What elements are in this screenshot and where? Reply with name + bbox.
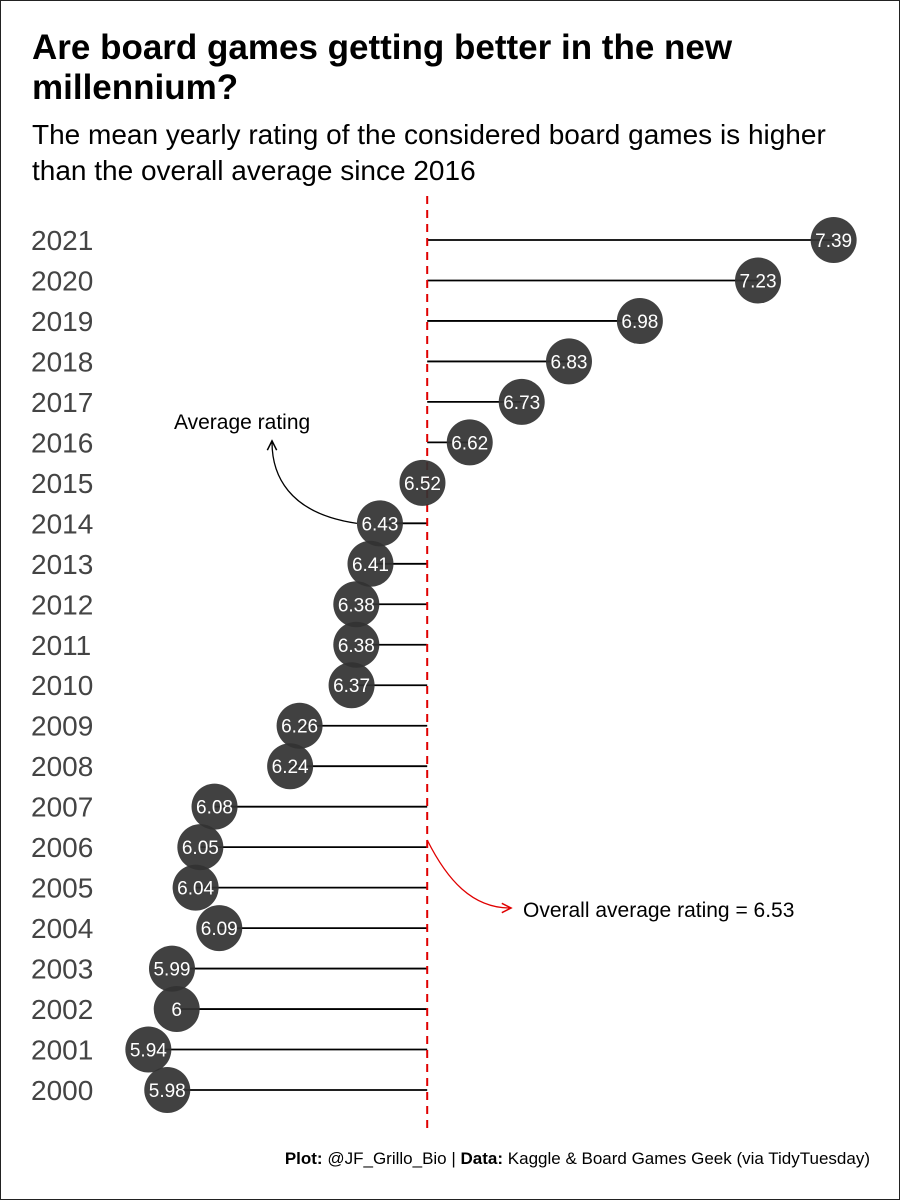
y-tick-2021: 2021 [31,225,93,256]
value-label-2008: 6.24 [272,757,309,778]
point-2010 [328,662,375,709]
value-label-2019: 6.98 [621,312,658,333]
point-2021 [810,217,857,263]
point-2018 [545,338,592,385]
point-2009 [276,702,323,749]
caption: Plot: @JF_Grillo_Bio | Data: Kaggle & Bo… [285,1149,870,1169]
value-label-2011: 6.38 [338,636,375,657]
point-2004 [196,905,243,952]
y-tick-2001: 2001 [31,1035,93,1066]
value-label-2020: 7.23 [740,271,777,292]
y-tick-2008: 2008 [31,751,93,782]
value-label-2006: 6.05 [182,838,219,859]
point-2003 [148,945,195,992]
y-tick-2015: 2015 [31,468,93,499]
value-label-2003: 5.99 [153,960,190,981]
y-tick-2020: 2020 [31,265,93,296]
chart-subtitle: The mean yearly rating of the considered… [32,119,826,186]
point-2006 [177,824,224,871]
caption-data-source: Kaggle & Board Games Geek (via TidyTuesd… [507,1149,870,1168]
average-rating-annotation: Average rating [174,411,310,434]
y-tick-2014: 2014 [31,508,93,539]
point-2002 [153,986,200,1033]
y-tick-2017: 2017 [31,387,93,418]
y-tick-2002: 2002 [31,994,93,1025]
point-2012 [333,581,380,628]
value-label-2005: 6.04 [177,879,214,900]
value-label-2000: 5.98 [149,1081,186,1102]
point-2016 [446,419,493,466]
caption-data-label: Data: [460,1149,504,1168]
point-2013 [347,540,394,587]
value-label-2009: 6.26 [281,717,318,738]
point-2020 [735,257,782,304]
point-2001 [125,1026,172,1073]
value-label-2012: 6.38 [338,595,375,616]
value-label-2014: 6.43 [361,514,398,535]
value-label-2004: 6.09 [201,919,238,940]
value-label-2016: 6.62 [451,433,488,454]
value-label-2001: 5.94 [130,1041,167,1062]
value-label-2017: 6.73 [503,393,540,414]
caption-plot-label: Plot: [284,1149,323,1168]
y-tick-2011: 2011 [31,630,91,661]
point-2007 [191,783,238,830]
y-tick-2019: 2019 [31,306,93,337]
y-tick-2016: 2016 [31,427,93,458]
value-label-2018: 6.83 [550,352,587,373]
caption-separator: | [451,1149,456,1168]
y-tick-2018: 2018 [31,346,93,377]
point-2005 [172,864,219,911]
caption-plot-author: @JF_Grillo_Bio [327,1149,447,1168]
point-2019 [616,297,663,344]
point-2015 [399,459,446,506]
y-tick-2004: 2004 [31,913,93,944]
value-label-2021: 7.39 [815,231,852,252]
point-2008 [267,743,314,790]
y-tick-2010: 2010 [31,670,93,701]
y-tick-2007: 2007 [31,792,93,823]
point-2017 [498,378,545,425]
overall-average-annotation: Overall average rating = 6.53 [523,899,794,922]
y-tick-2009: 2009 [31,711,93,742]
value-label-2015: 6.52 [404,474,441,495]
value-label-2010: 6.37 [333,676,370,697]
y-tick-2003: 2003 [31,954,93,985]
y-tick-2013: 2013 [31,549,93,580]
y-tick-2012: 2012 [31,589,93,620]
chart-title: Are board games getting better in the ne… [32,28,733,107]
value-label-2013: 6.41 [352,555,389,576]
average-rating-arrow [272,442,358,524]
overall-average-arrow [426,839,510,908]
y-tick-2000: 2000 [31,1075,93,1106]
y-tick-2005: 2005 [31,873,93,904]
value-label-2007: 6.08 [196,798,233,819]
point-2000 [144,1067,191,1113]
point-2014 [356,500,403,547]
point-2011 [333,621,380,668]
y-tick-2006: 2006 [31,832,93,863]
value-label-2002: 6 [171,1000,182,1021]
